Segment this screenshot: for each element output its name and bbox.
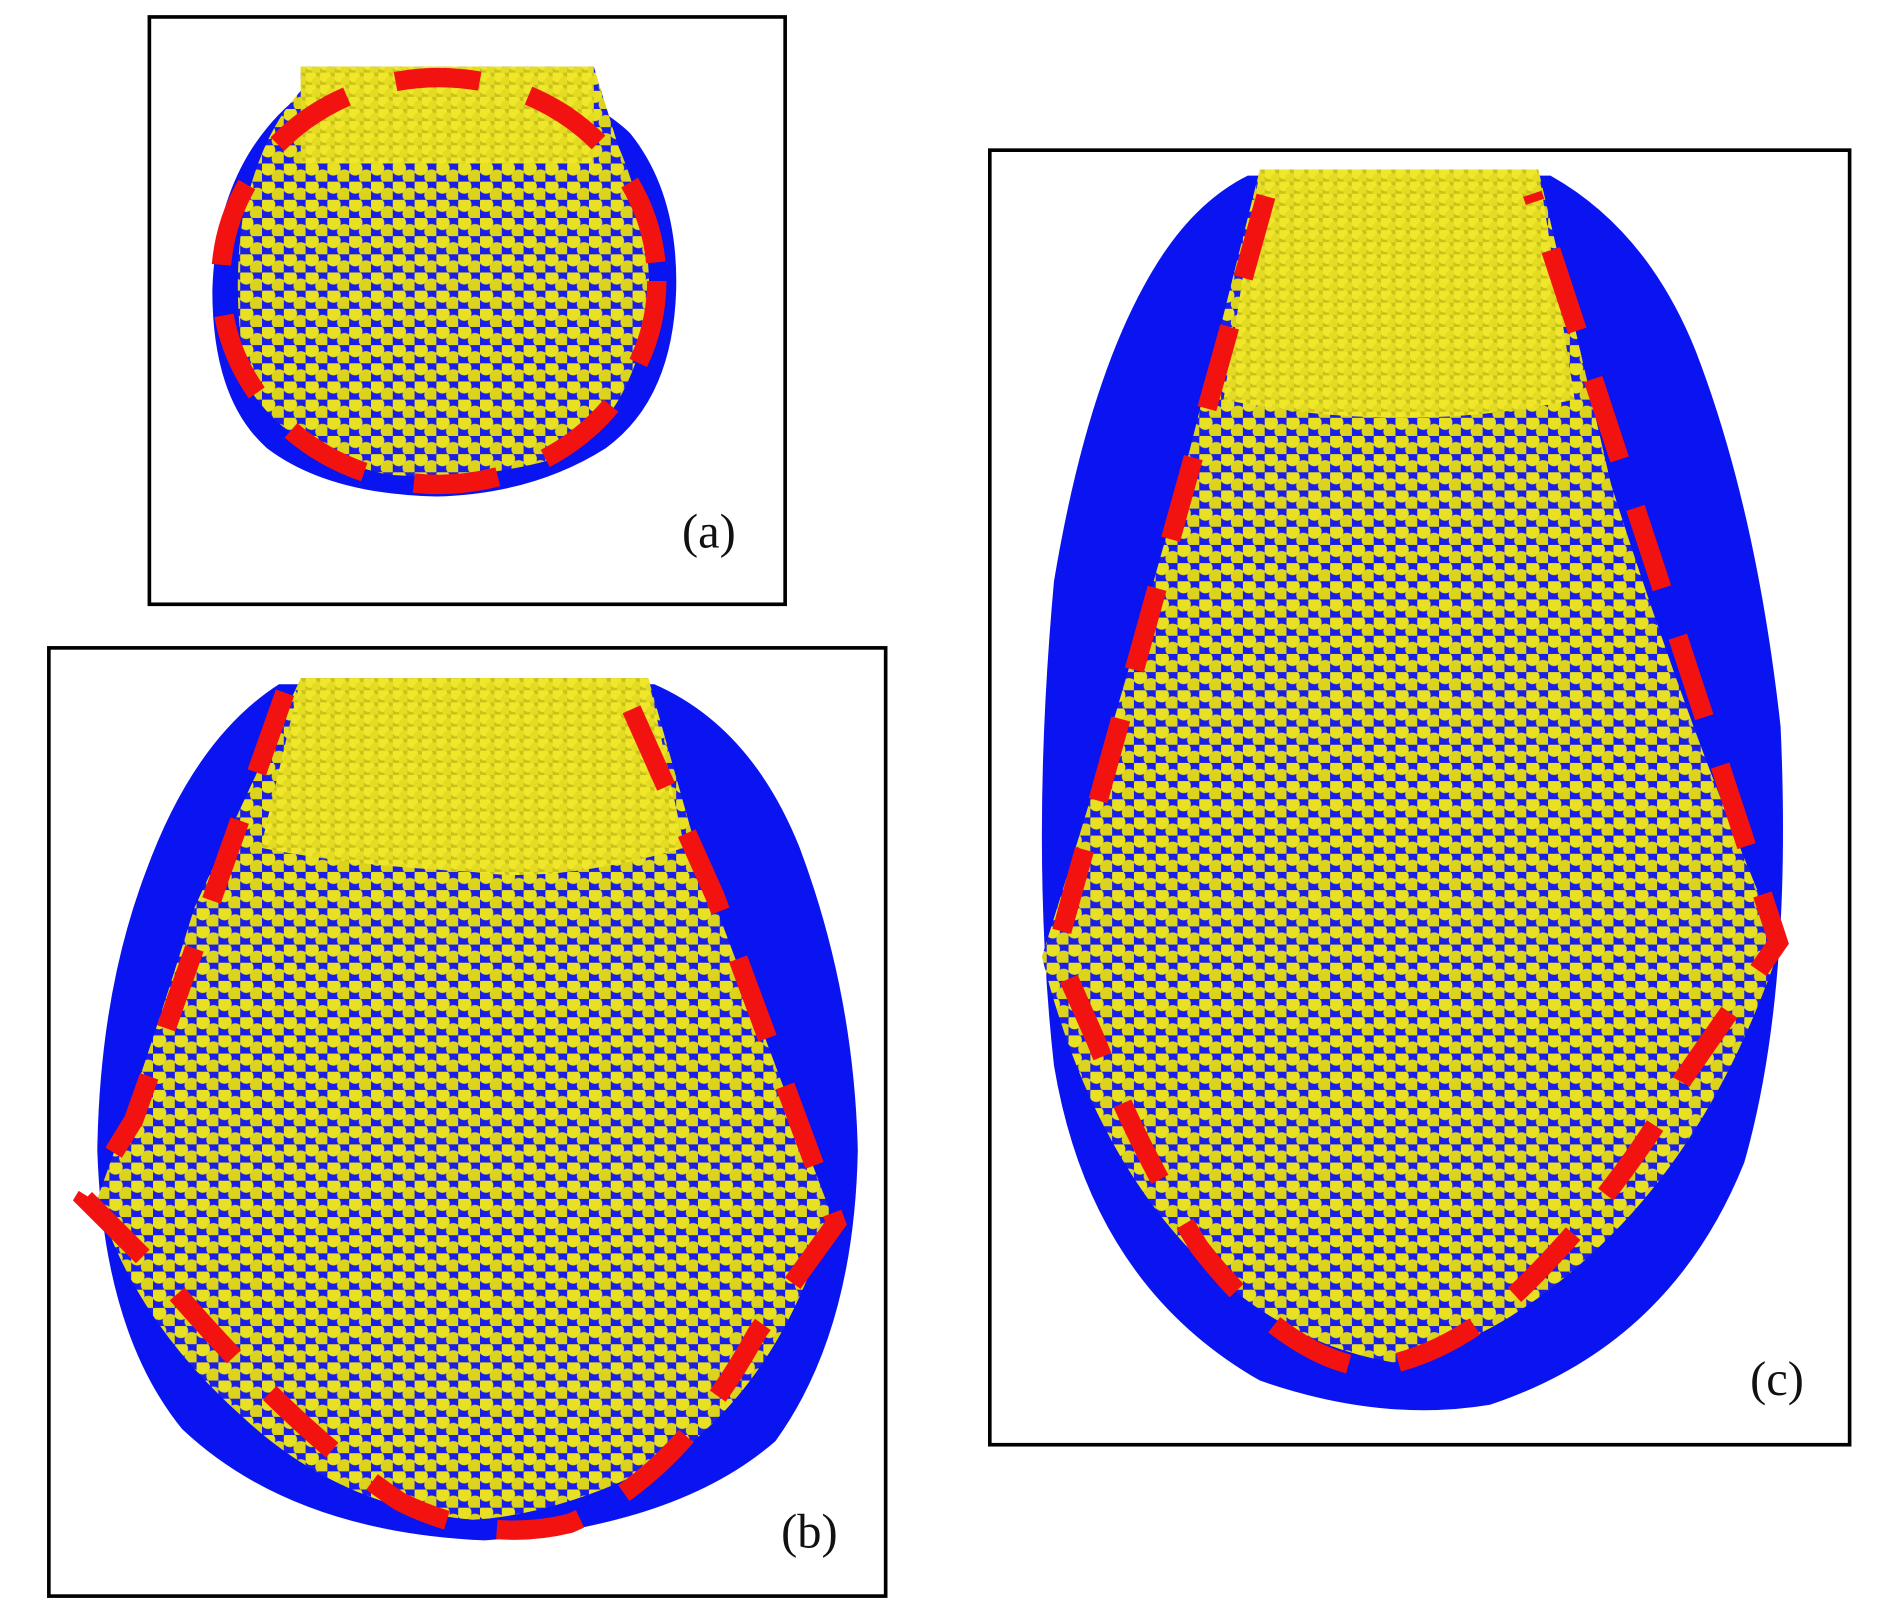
panel-b: (b) — [47, 646, 888, 1598]
particle-core — [1223, 169, 1575, 418]
panel-a: (a) — [147, 15, 787, 607]
particle-core — [260, 678, 685, 875]
panel-label: (c) — [1750, 1353, 1804, 1406]
dashed-outline — [1046, 190, 1789, 1379]
particle-region — [237, 66, 650, 477]
particle-region — [97, 678, 830, 1520]
panel-label: (b) — [781, 1506, 837, 1559]
particle-region — [1041, 169, 1781, 1363]
panel-c: (c) — [987, 148, 1852, 1447]
panel-label: (a) — [682, 505, 736, 558]
